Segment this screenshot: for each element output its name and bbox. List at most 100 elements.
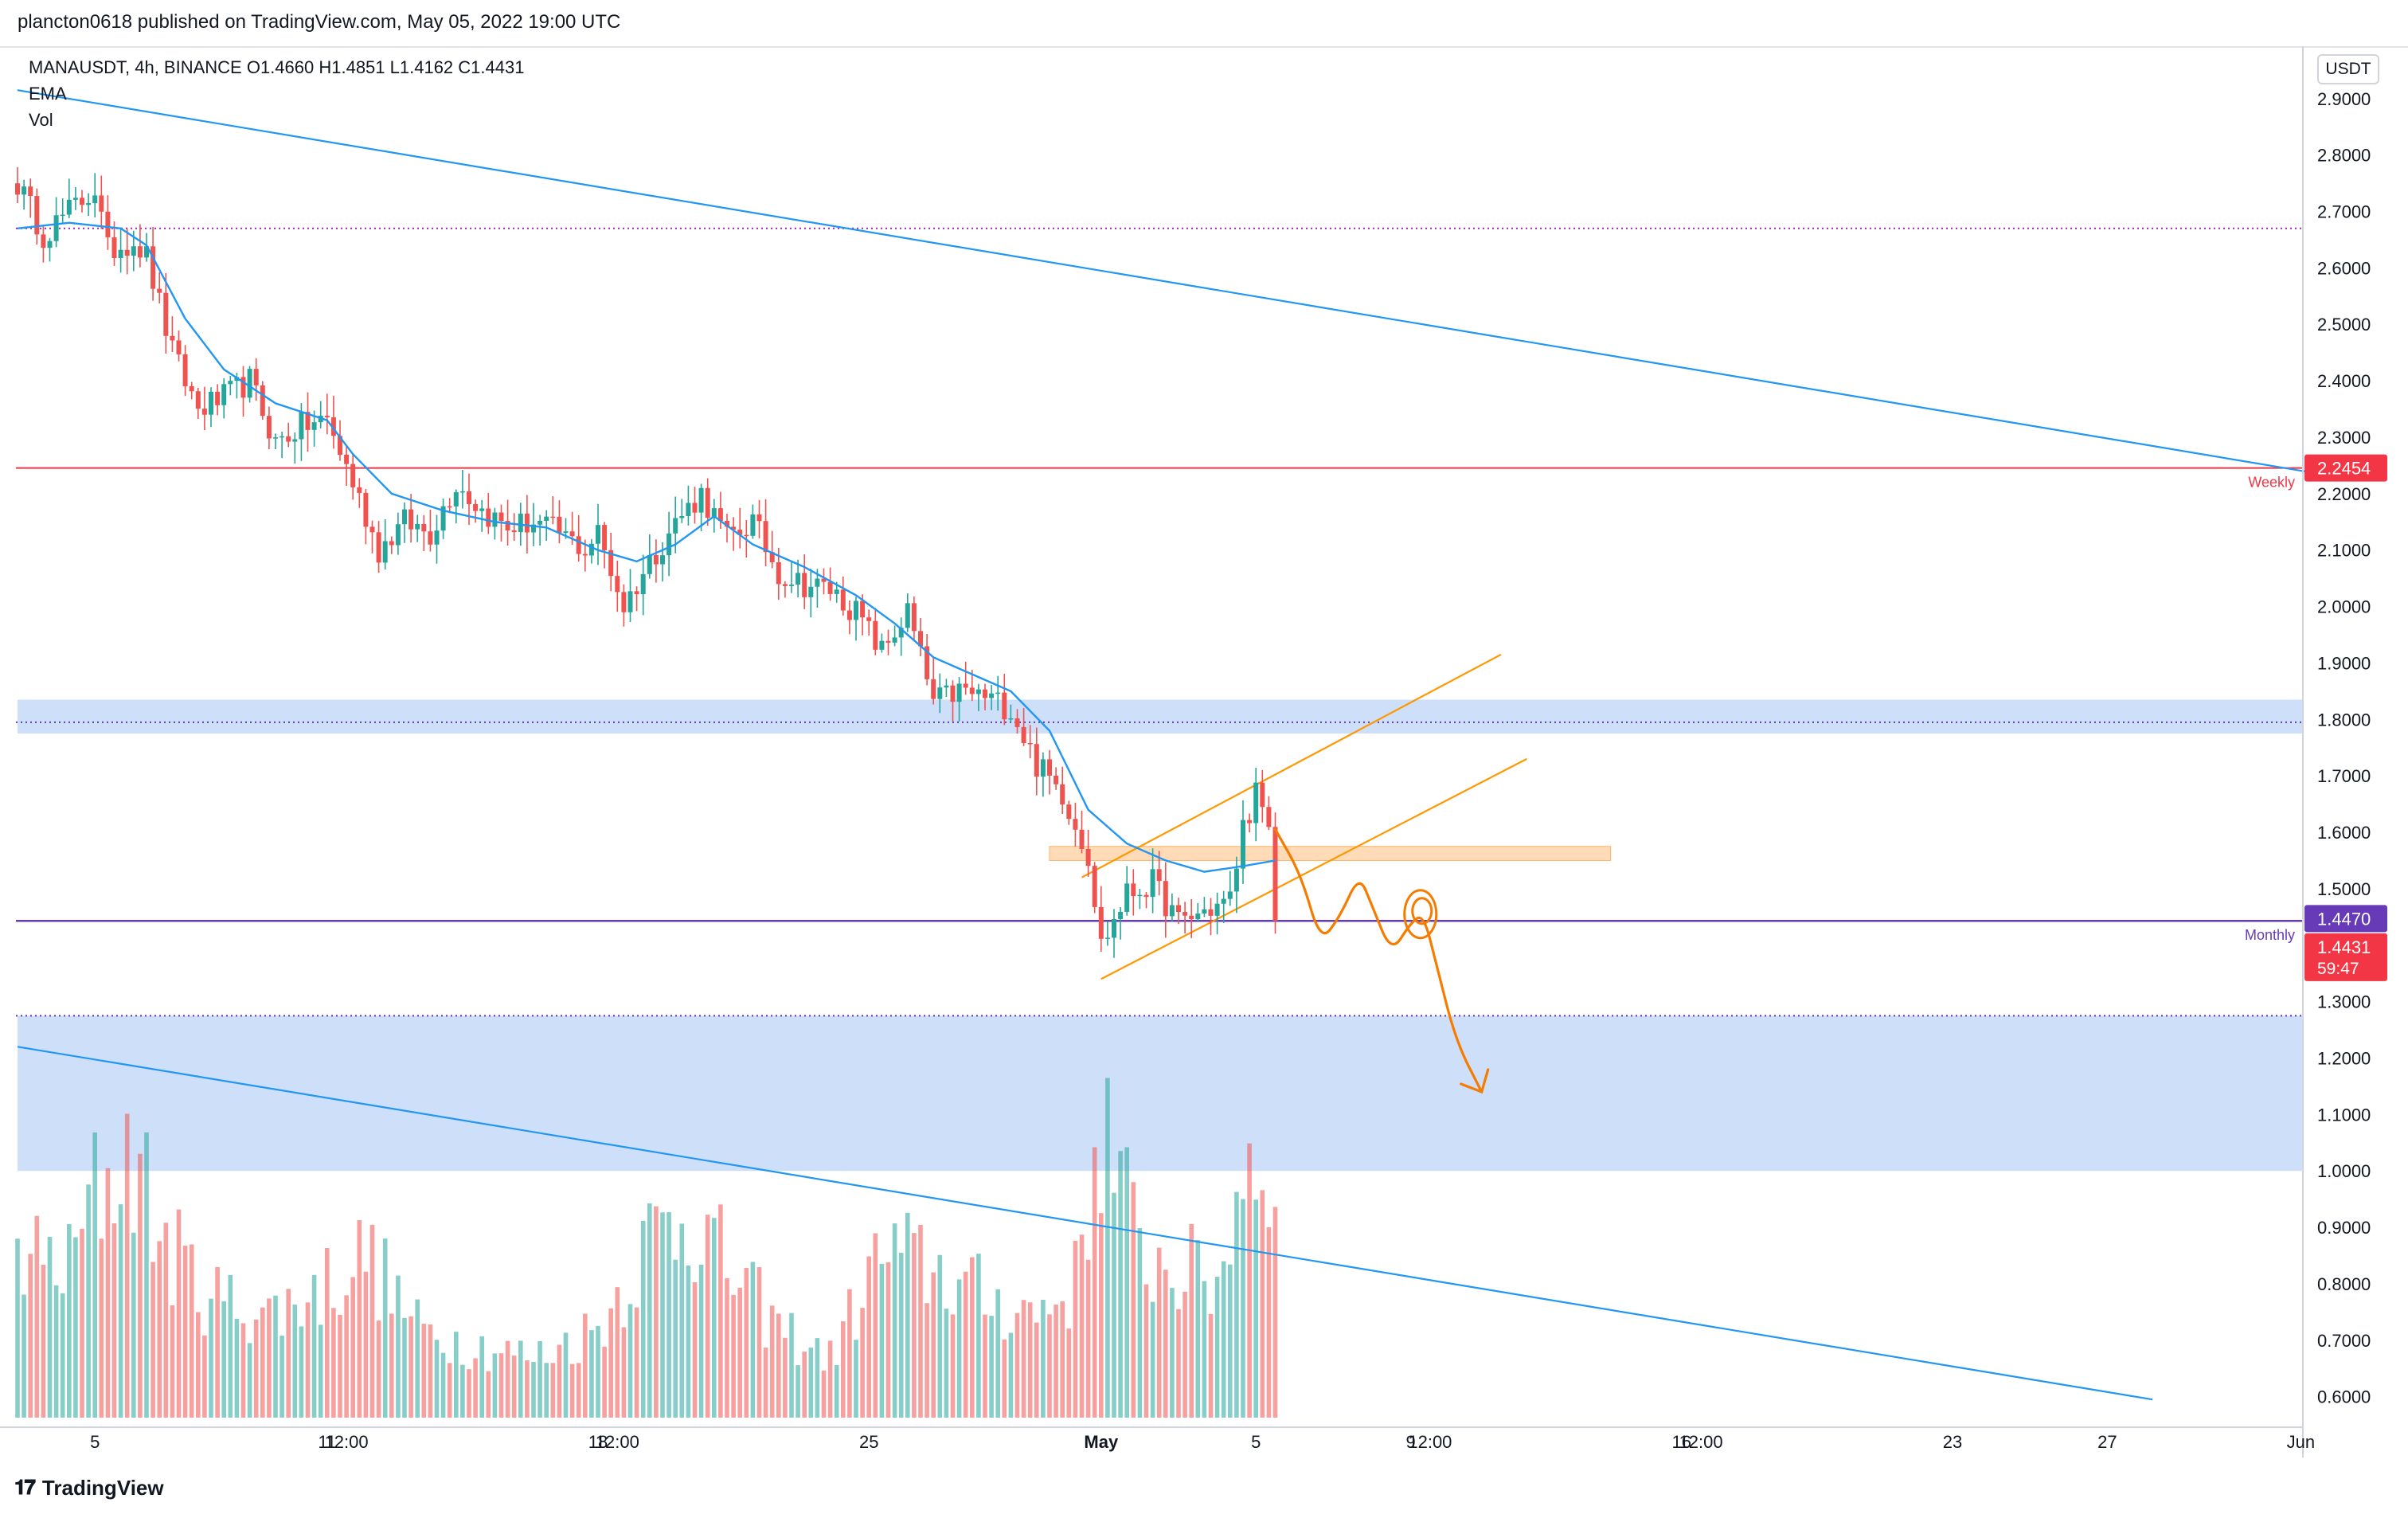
candle-body xyxy=(963,683,968,688)
lower-blue-zone xyxy=(18,1015,2303,1172)
volume-bar xyxy=(763,1348,768,1418)
candle-body xyxy=(1156,869,1162,882)
candle-body xyxy=(344,455,350,464)
candle-body xyxy=(163,292,169,336)
monthly-level-label: Monthly xyxy=(2245,927,2295,943)
volume-bar xyxy=(576,1363,581,1418)
volume-bar xyxy=(182,1246,188,1418)
candle-body xyxy=(221,384,227,405)
time-tick-label: 12:00 xyxy=(1679,1432,1723,1452)
volume-bar xyxy=(654,1206,659,1418)
candle-body xyxy=(725,520,729,527)
candle-body xyxy=(1066,804,1072,820)
candle-body xyxy=(931,679,936,699)
time-tick-label: 18 xyxy=(588,1432,608,1452)
time-tick-label: 5 xyxy=(1251,1432,1261,1452)
candle-body xyxy=(253,369,259,385)
footer-brand: 𝟏𝟕 TradingView xyxy=(14,1475,164,1500)
volume-bar xyxy=(815,1338,820,1418)
candle-body xyxy=(717,508,723,521)
candle-body xyxy=(260,385,265,417)
price-tick-label: 2.3000 xyxy=(2317,428,2371,448)
candle-body xyxy=(53,215,59,241)
candle-body xyxy=(1247,820,1253,824)
last-price-label-bg xyxy=(2304,933,2387,981)
volume-bar xyxy=(608,1308,613,1418)
candle-body xyxy=(99,195,104,212)
candle-body xyxy=(28,186,33,197)
candle-body xyxy=(944,685,949,688)
candle-body xyxy=(1092,866,1097,907)
volume-bar xyxy=(769,1305,775,1418)
ema-legend[interactable]: EMA xyxy=(29,84,67,104)
volume-bar xyxy=(1092,1147,1097,1418)
volume-bar xyxy=(660,1212,665,1418)
zones-layer xyxy=(18,699,2303,1172)
volume-bar xyxy=(189,1244,194,1418)
candle-body xyxy=(157,288,162,293)
volume-bar xyxy=(157,1241,162,1418)
volume-bar xyxy=(860,1308,865,1418)
price-tick-label: 2.4000 xyxy=(2317,371,2371,391)
volume-bar xyxy=(627,1304,633,1418)
candle-body xyxy=(286,436,291,442)
volume-bar xyxy=(1112,1192,1116,1418)
price-tick-label: 2.2000 xyxy=(2317,484,2371,504)
volume-bar xyxy=(563,1332,569,1418)
volume-bar xyxy=(1008,1332,1014,1418)
volume-layer xyxy=(15,1078,1278,1418)
orange-zone xyxy=(1049,846,1612,861)
volume-bar xyxy=(821,1370,827,1418)
candle-body xyxy=(1214,903,1220,916)
volume-bar xyxy=(492,1353,498,1418)
candle-body xyxy=(640,573,646,595)
candle-body xyxy=(789,585,794,586)
tradingview-logo-icon: 𝟏𝟕 xyxy=(14,1475,36,1499)
volume-bar xyxy=(692,1281,698,1418)
volume-bar xyxy=(841,1321,846,1418)
time-tick-label: 5 xyxy=(90,1432,100,1452)
volume-bar xyxy=(976,1254,981,1418)
candle-body xyxy=(524,513,530,533)
candle-body xyxy=(995,692,1001,694)
channel-lower-trendline xyxy=(1100,757,1527,980)
volume-bar xyxy=(885,1262,891,1418)
candle-body xyxy=(1169,905,1175,917)
candle-body xyxy=(1027,742,1033,745)
volume-bar xyxy=(873,1233,878,1418)
candle-body xyxy=(1260,782,1265,808)
volume-bar xyxy=(596,1325,600,1418)
candle-body xyxy=(1208,909,1214,916)
volume-bar xyxy=(679,1223,685,1418)
price-tick-label: 1.9000 xyxy=(2317,653,2371,673)
volume-bar xyxy=(479,1336,484,1418)
volume-bar xyxy=(53,1285,59,1418)
volume-bar xyxy=(92,1132,97,1418)
volume-bar xyxy=(1266,1227,1272,1418)
volume-bar xyxy=(325,1248,330,1418)
price-tick-label: 1.7000 xyxy=(2317,766,2371,786)
volume-bar xyxy=(918,1224,923,1418)
volume-bar xyxy=(1002,1339,1007,1418)
volume-bar xyxy=(569,1363,575,1418)
volume-bar xyxy=(1079,1234,1085,1418)
volume-bar xyxy=(583,1313,588,1418)
volume-bar xyxy=(447,1363,452,1418)
candle-body xyxy=(363,492,369,527)
volume-legend[interactable]: Vol xyxy=(29,110,53,130)
time-tick-label: 12:00 xyxy=(325,1432,369,1452)
volume-bar xyxy=(124,1113,130,1418)
candle-body xyxy=(1227,891,1233,899)
price-tick-label: 0.8000 xyxy=(2317,1274,2371,1294)
volume-bar xyxy=(273,1295,278,1418)
symbol-legend[interactable]: MANAUSDT, 4h, BINANCE O1.4660 H1.4851 L1… xyxy=(29,57,525,77)
candle-body xyxy=(369,526,375,533)
upper-downtrend-trendline xyxy=(17,89,2320,475)
ema-price-label: 1.4470 xyxy=(2317,909,2371,929)
volume-bar xyxy=(131,1232,136,1418)
volume-bar xyxy=(1272,1207,1278,1418)
candle-body xyxy=(415,523,420,530)
volume-bar xyxy=(60,1293,65,1418)
currency-selector[interactable]: USDT xyxy=(2317,54,2379,84)
